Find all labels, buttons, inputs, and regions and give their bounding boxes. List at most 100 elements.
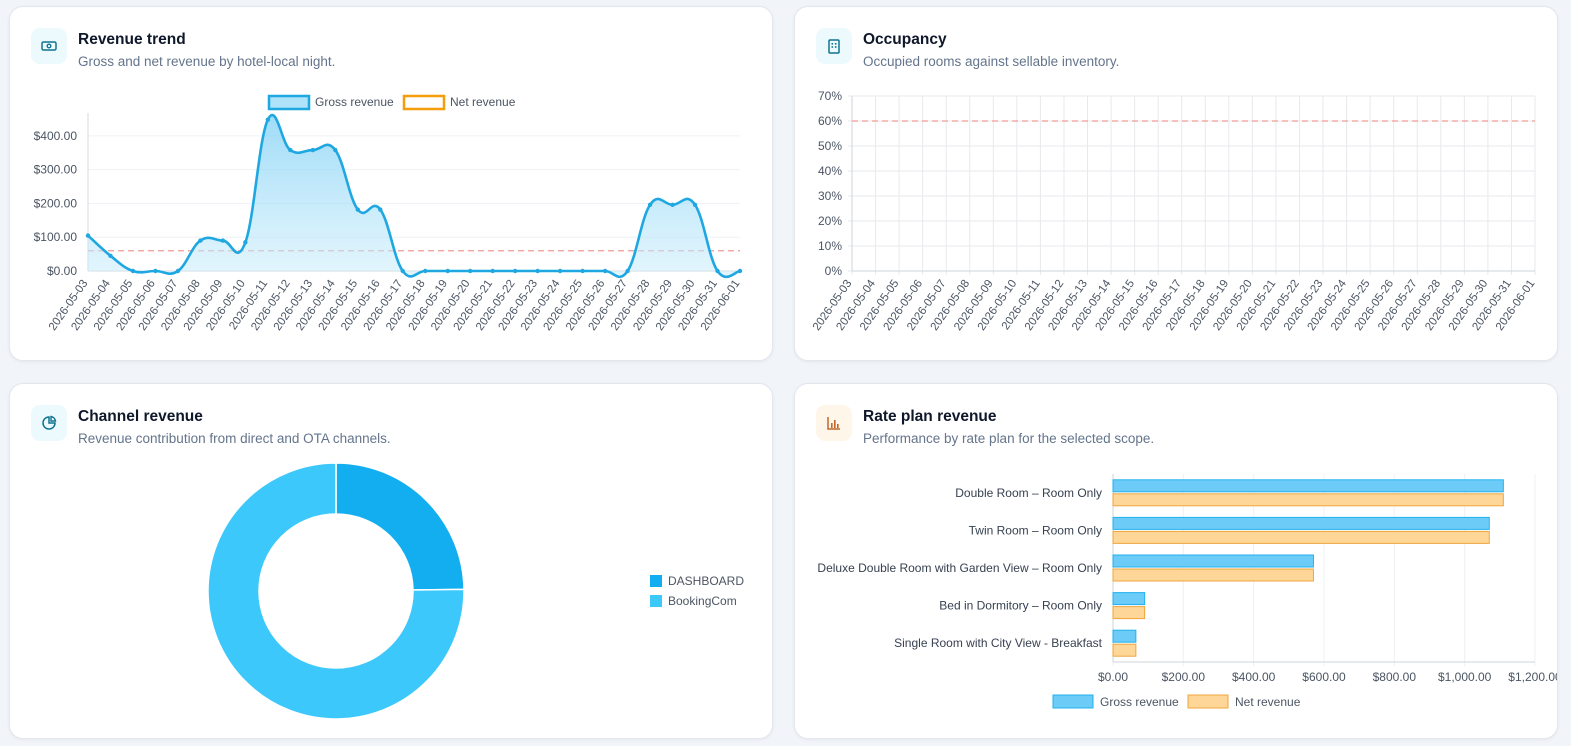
legend-swatch bbox=[650, 595, 662, 607]
gross-revenue-bar bbox=[1112, 554, 1314, 568]
channel-revenue-card: Channel revenue Revenue contribution fro… bbox=[9, 383, 773, 739]
card-title: Rate plan revenue bbox=[863, 408, 997, 425]
data-point bbox=[512, 268, 518, 274]
legend-label-net: Net revenue bbox=[450, 95, 516, 109]
revenue-trend-chart: $0.00$100.00$200.00$300.00$400.002026-05… bbox=[34, 94, 743, 333]
legend-swatch-gross bbox=[1052, 694, 1094, 709]
card-subtitle: Occupied rooms against sellable inventor… bbox=[863, 54, 1120, 69]
y-tick-label: 70% bbox=[818, 89, 842, 103]
pie-slice-dashboard bbox=[335, 462, 465, 591]
y-tick-label: 60% bbox=[818, 114, 842, 128]
legend-swatch-net bbox=[402, 94, 446, 111]
y-tick-label: 40% bbox=[818, 164, 842, 178]
rate-plan-revenue-chart: $0.00 $200.00 $400.00 $600.00 $800.00 $1,000.… bbox=[817, 474, 1558, 709]
y-tick-label: 30% bbox=[818, 189, 842, 203]
data-point bbox=[535, 268, 540, 274]
y-tick-label: 0% bbox=[825, 264, 843, 278]
gross-revenue-bar bbox=[1112, 592, 1146, 606]
category-label: Deluxe Double Room with Garden View – Ro… bbox=[817, 561, 1102, 575]
pie-chart-icon bbox=[31, 405, 67, 441]
legend-label: DASHBOARD bbox=[668, 574, 744, 588]
gross-revenue-bar bbox=[1112, 516, 1490, 530]
revenue-trend-card: Revenue trend Gross and net revenue by h… bbox=[9, 6, 773, 361]
y-tick-label: $100.00 bbox=[34, 230, 78, 244]
net-revenue-bar bbox=[1112, 606, 1146, 620]
data-point bbox=[602, 268, 608, 274]
data-point bbox=[490, 268, 495, 274]
data-point bbox=[692, 202, 698, 207]
gross-revenue-bar bbox=[1112, 479, 1504, 493]
net-revenue-bar bbox=[1112, 643, 1137, 657]
card-title: Revenue trend bbox=[78, 31, 186, 48]
card-subtitle: Gross and net revenue by hotel-local nig… bbox=[78, 54, 336, 69]
data-point bbox=[130, 268, 136, 274]
y-tick-label: 50% bbox=[818, 139, 842, 153]
category-label: Twin Room – Room Only bbox=[969, 523, 1102, 537]
data-point bbox=[220, 238, 226, 243]
data-point bbox=[108, 253, 113, 258]
y-tick-label: $200.00 bbox=[34, 196, 78, 210]
x-tick-label: $800.00 bbox=[1373, 670, 1417, 684]
data-point bbox=[445, 268, 450, 274]
data-point bbox=[580, 268, 585, 274]
card-subtitle: Performance by rate plan for the selecte… bbox=[863, 431, 1155, 446]
x-tick-label: $600.00 bbox=[1302, 670, 1346, 684]
net-revenue-bar bbox=[1112, 493, 1504, 507]
data-point bbox=[468, 268, 473, 274]
y-tick-label: 20% bbox=[818, 214, 842, 228]
data-point bbox=[557, 268, 563, 274]
building-icon bbox=[816, 28, 852, 64]
y-tick-label: 10% bbox=[818, 239, 842, 253]
x-tick-label: $0.00 bbox=[1098, 670, 1128, 684]
legend-swatch-net bbox=[1187, 694, 1229, 709]
data-point bbox=[265, 117, 271, 122]
banknote-icon bbox=[31, 28, 67, 64]
legend-label-gross: Gross revenue bbox=[315, 95, 394, 109]
occupancy-card: Occupancy Occupied rooms against sellabl… bbox=[794, 6, 1558, 361]
data-point bbox=[153, 268, 158, 274]
x-tick-label: $200.00 bbox=[1162, 670, 1206, 684]
data-point bbox=[423, 268, 428, 274]
category-label: Single Room with City View - Breakfast bbox=[894, 636, 1103, 650]
legend-swatch-gross bbox=[267, 94, 311, 111]
category-label: Bed in Dormitory – Room Only bbox=[939, 599, 1102, 613]
occupancy-chart: 0%10%20%30%40%50%60%70%2026-05-032026-05… bbox=[811, 89, 1538, 333]
gross-revenue-bar bbox=[1112, 629, 1137, 643]
data-point bbox=[400, 268, 405, 274]
data-point bbox=[310, 147, 316, 153]
rate-plan-revenue-card: Rate plan revenue Performance by rate pl… bbox=[794, 383, 1558, 739]
y-tick-label: $0.00 bbox=[47, 264, 77, 278]
data-point bbox=[670, 202, 675, 207]
data-point bbox=[288, 147, 293, 153]
legend-swatch bbox=[650, 575, 662, 587]
card-title: Channel revenue bbox=[78, 408, 203, 425]
data-point bbox=[737, 268, 743, 274]
data-point bbox=[715, 268, 720, 274]
net-revenue-bar bbox=[1112, 530, 1490, 544]
data-point bbox=[378, 207, 383, 212]
x-tick-label: $1,000.00 bbox=[1438, 670, 1492, 684]
channel-revenue-chart: DASHBOARD BookingCom bbox=[207, 462, 744, 720]
data-point bbox=[243, 240, 248, 245]
category-label: Double Room – Room Only bbox=[955, 486, 1102, 500]
bar-chart-icon bbox=[816, 405, 852, 441]
legend-label-gross: Gross revenue bbox=[1100, 695, 1179, 709]
data-point bbox=[175, 268, 181, 274]
legend-label-net: Net revenue bbox=[1235, 695, 1301, 709]
data-point bbox=[647, 202, 653, 207]
x-tick-label: $1,200.00 bbox=[1508, 670, 1558, 684]
legend-label: BookingCom bbox=[668, 594, 737, 608]
x-tick-label: $400.00 bbox=[1232, 670, 1276, 684]
data-point bbox=[85, 233, 91, 238]
data-point bbox=[333, 147, 338, 153]
pie-slice-bookingcom bbox=[207, 462, 465, 720]
card-subtitle: Revenue contribution from direct and OTA… bbox=[78, 431, 391, 446]
data-point bbox=[198, 238, 203, 243]
gross-revenue-area bbox=[88, 115, 740, 277]
data-point bbox=[625, 268, 630, 274]
net-revenue-bar bbox=[1112, 568, 1314, 582]
card-title: Occupancy bbox=[863, 31, 947, 48]
y-tick-label: $300.00 bbox=[34, 163, 78, 177]
data-point bbox=[355, 207, 360, 212]
y-tick-label: $400.00 bbox=[34, 129, 78, 143]
